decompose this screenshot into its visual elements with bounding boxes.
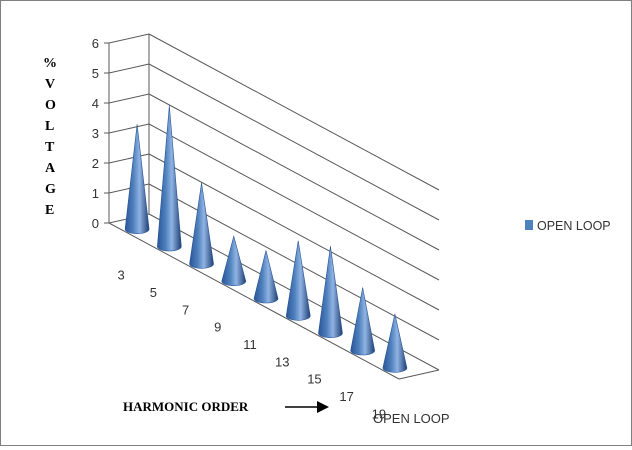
cone-bar bbox=[318, 246, 343, 338]
cone-body bbox=[157, 105, 182, 252]
y-axis-label-char: V bbox=[45, 77, 55, 92]
y-tick-label: 0 bbox=[92, 216, 99, 231]
y-axis-label-char: E bbox=[45, 203, 54, 218]
x-tick-label: 11 bbox=[243, 337, 257, 352]
y-axis-label: % V O L T A G E bbox=[43, 56, 57, 218]
gridline bbox=[148, 63, 440, 221]
legend: OPEN LOOP bbox=[525, 219, 611, 233]
cone-body bbox=[285, 240, 311, 321]
y-tick-label: 1 bbox=[92, 186, 99, 201]
legend-label: OPEN LOOP bbox=[537, 219, 611, 233]
side-wall-gridline bbox=[108, 153, 150, 164]
x-tick-label: 13 bbox=[275, 354, 289, 369]
legend-swatch bbox=[525, 220, 533, 230]
cone-bar bbox=[221, 235, 247, 286]
y-axis-label-char: T bbox=[45, 140, 55, 155]
cone-bar bbox=[124, 124, 150, 234]
x-tick-label: 5 bbox=[150, 285, 157, 300]
x-axis-label: HARMONIC ORDER bbox=[123, 399, 249, 414]
grid-layer bbox=[108, 33, 440, 371]
cone-body bbox=[253, 250, 279, 304]
y-axis-label-char: L bbox=[45, 119, 54, 134]
cone-body bbox=[189, 182, 214, 269]
x-tick-label: 19 bbox=[372, 406, 386, 421]
y-tick-label: 3 bbox=[92, 126, 99, 141]
x-tick-label: 3 bbox=[117, 268, 124, 283]
y-axis-label-char: G bbox=[45, 182, 56, 197]
x-tick-label: 7 bbox=[182, 302, 189, 317]
cone-body bbox=[382, 313, 408, 373]
y-tick-label: 6 bbox=[92, 36, 99, 51]
side-wall-gridline bbox=[108, 93, 150, 104]
label-layer: % V O L T A G E HARMONIC ORDER OPEN LOOP 357911… bbox=[43, 56, 450, 426]
x-tick-label: 17 bbox=[339, 389, 353, 404]
depth-axis-label: OPEN LOOP bbox=[373, 411, 450, 426]
cone-layer bbox=[124, 105, 408, 373]
cone-body bbox=[318, 246, 343, 338]
cone-bar bbox=[253, 250, 279, 304]
side-wall-gridline bbox=[108, 33, 150, 44]
y-tick-label: 4 bbox=[92, 96, 99, 111]
cone-bar bbox=[285, 240, 311, 321]
gridline bbox=[148, 93, 440, 251]
gridline bbox=[148, 123, 440, 281]
floor-edge bbox=[398, 369, 440, 380]
cone-body bbox=[221, 235, 247, 286]
y-tick-label: 2 bbox=[92, 156, 99, 171]
gridline bbox=[148, 33, 440, 191]
y-axis-label-char: % bbox=[43, 56, 57, 71]
cone-bar bbox=[350, 287, 375, 356]
cone-bar bbox=[382, 313, 408, 373]
cone-bar bbox=[189, 182, 214, 269]
y-tick-label: 5 bbox=[92, 66, 99, 81]
y-axis-label-char: A bbox=[45, 161, 56, 176]
x-axis-label-arrow-icon bbox=[285, 401, 329, 413]
x-tick-label: 15 bbox=[307, 372, 321, 387]
cone-body bbox=[124, 124, 150, 234]
x-tick-label: 9 bbox=[214, 320, 221, 335]
y-axis-label-char: O bbox=[45, 98, 56, 113]
side-wall-gridline bbox=[108, 123, 150, 134]
x-axis-line bbox=[108, 222, 400, 380]
axis-layer: 0 1 2 3 4 5 6 bbox=[92, 34, 440, 380]
cone-body bbox=[350, 287, 375, 356]
side-wall-gridline bbox=[108, 63, 150, 74]
gridline bbox=[148, 153, 440, 311]
cone-bar bbox=[157, 105, 182, 252]
